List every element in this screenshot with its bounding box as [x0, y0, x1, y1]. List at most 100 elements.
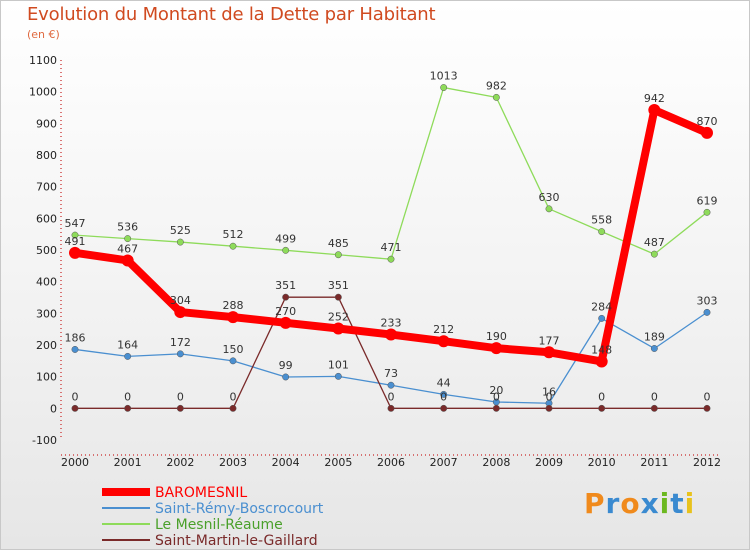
data-label: 1013 — [430, 70, 458, 83]
data-point — [440, 84, 448, 92]
data-label: 471 — [381, 241, 402, 254]
data-label: 0 — [651, 390, 658, 403]
data-label: 0 — [704, 390, 711, 403]
data-label: 16 — [542, 385, 556, 398]
data-point — [437, 335, 450, 348]
data-point — [648, 104, 661, 117]
data-point — [703, 208, 711, 216]
data-point — [387, 381, 395, 389]
data-label: 186 — [65, 331, 86, 344]
data-point — [595, 355, 608, 368]
data-point — [229, 357, 237, 365]
data-label: 212 — [433, 323, 454, 336]
data-label: 101 — [328, 358, 349, 371]
data-label: 288 — [223, 299, 244, 312]
legend-label: Saint-Rémy-Boscrocourt — [155, 501, 324, 517]
data-point — [282, 293, 290, 301]
data-point — [650, 250, 658, 258]
x-tick-label: 2001 — [114, 456, 142, 469]
data-point — [385, 328, 397, 341]
data-point — [71, 404, 79, 412]
data-label: 0 — [388, 390, 395, 403]
y-tick-label: 800 — [36, 149, 57, 162]
data-label: 870 — [697, 115, 718, 128]
data-label: 0 — [493, 390, 500, 403]
data-point — [545, 404, 553, 412]
data-point — [701, 126, 713, 139]
x-tick-label: 2007 — [430, 456, 458, 469]
data-point — [598, 404, 606, 412]
y-tick-label: 100 — [36, 371, 57, 384]
data-label: 487 — [644, 236, 665, 249]
data-label: 0 — [546, 390, 553, 403]
data-point — [71, 345, 79, 353]
data-point — [124, 352, 132, 360]
data-point — [176, 238, 184, 246]
series-layer — [69, 84, 713, 412]
data-label: 351 — [275, 279, 296, 292]
data-point — [69, 246, 81, 259]
data-point — [490, 342, 503, 355]
data-point — [598, 228, 606, 236]
x-tick-label: 2006 — [377, 456, 405, 469]
x-tick-label: 2010 — [588, 456, 616, 469]
data-point — [121, 254, 134, 267]
data-point — [387, 404, 395, 412]
y-tick-label: 700 — [36, 181, 57, 194]
x-tick-label: 2003 — [219, 456, 247, 469]
data-point — [492, 93, 500, 101]
logo-letter: P — [584, 487, 606, 520]
chart-subtitle: (en €) — [27, 28, 60, 41]
y-tick-label: 300 — [36, 307, 57, 320]
data-label: 491 — [65, 235, 86, 248]
data-point — [650, 404, 658, 412]
data-label: 351 — [328, 279, 349, 292]
y-tick-label: 1100 — [29, 54, 57, 67]
data-label: 172 — [170, 336, 191, 349]
data-point — [176, 350, 184, 358]
logo-letter: o — [620, 487, 641, 520]
data-point — [176, 404, 184, 412]
data-point — [703, 308, 711, 316]
data-label: 467 — [117, 242, 138, 255]
logo-letter: r — [605, 487, 621, 520]
data-point — [543, 346, 555, 359]
data-label: 150 — [223, 343, 244, 356]
data-label: 189 — [644, 330, 665, 343]
y-tick-label: 600 — [36, 212, 57, 225]
data-point — [229, 242, 237, 250]
data-point — [282, 373, 290, 381]
data-point — [282, 246, 290, 254]
data-label: 525 — [170, 224, 191, 237]
data-point — [124, 404, 132, 412]
data-label: 284 — [591, 300, 612, 313]
data-point — [492, 404, 500, 412]
data-label: 485 — [328, 237, 349, 250]
x-tick-label: 2005 — [324, 456, 352, 469]
data-label: 0 — [124, 390, 131, 403]
x-tick-label: 2011 — [640, 456, 668, 469]
data-point — [650, 345, 658, 352]
data-label: 942 — [644, 92, 665, 105]
chart-title: Evolution du Montant de la Dette par Hab… — [27, 4, 436, 25]
logo-letter: i — [659, 487, 671, 520]
y-tick-label: 200 — [36, 339, 57, 352]
x-tick-label: 2008 — [482, 456, 510, 469]
data-point — [598, 314, 606, 322]
data-point — [174, 306, 187, 319]
data-label: 0 — [440, 390, 447, 403]
data-point — [124, 235, 132, 243]
data-point — [334, 251, 342, 259]
x-tick-label: 2002 — [166, 456, 194, 469]
legend-label: Saint-Martin-le-Gaillard — [155, 533, 318, 549]
data-label: 73 — [384, 367, 398, 380]
data-point — [71, 231, 79, 239]
data-label: 630 — [539, 191, 560, 204]
data-point — [227, 311, 239, 324]
data-label: 619 — [697, 194, 718, 207]
data-point — [387, 255, 395, 263]
data-label: 177 — [539, 334, 560, 347]
data-label: 44 — [437, 376, 451, 389]
x-tick-label: 2012 — [693, 456, 721, 469]
